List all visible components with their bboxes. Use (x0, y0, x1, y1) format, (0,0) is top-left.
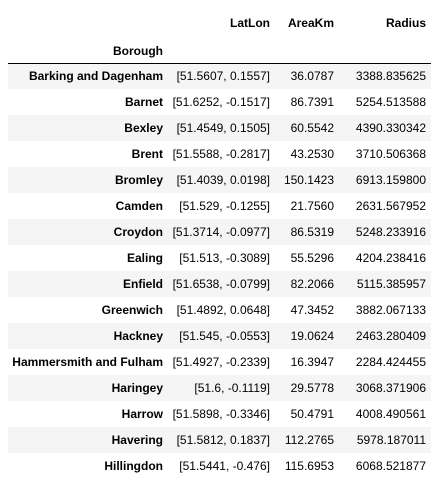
cell-areakm: 55.5296 (290, 251, 334, 265)
cell-radius: 2284.424455 (355, 355, 426, 369)
cell-areakm: 50.4791 (290, 407, 334, 421)
cell-latlon: [51.3714, -0.0977] (172, 225, 270, 239)
cell-radius: 3388.835625 (355, 69, 426, 84)
index-header-blank (168, 39, 275, 64)
cell-radius: 4008.490561 (355, 407, 426, 421)
cell-latlon: [51.4927, -0.2339] (172, 355, 270, 369)
row-index-borough: Camden (115, 199, 163, 213)
row-index-borough: Harrow (121, 407, 163, 421)
index-header-blank (339, 39, 431, 64)
cell-radius: 3068.371906 (355, 381, 426, 395)
cell-radius: 4204.238416 (355, 251, 426, 265)
cell-latlon: [51.5441, -0.476] (179, 459, 270, 473)
table-row: Harrow [51.5898, -0.3346] 50.4791 4008.4905… (8, 401, 431, 427)
cell-areakm: 16.3947 (290, 355, 334, 369)
cell-radius: 2631.567952 (355, 199, 426, 213)
cell-latlon: [51.545, -0.0553] (179, 329, 270, 343)
index-header-row: Borough (8, 39, 431, 64)
cell-radius: 5978.187011 (356, 433, 426, 447)
row-index-borough: Ealing (126, 251, 163, 265)
row-index-borough: Hillingdon (104, 459, 163, 473)
cell-latlon: [51.6, -0.1119] (194, 381, 270, 395)
cell-areakm: 29.5778 (290, 381, 334, 395)
table-row: Barking and Dagenham [51.5607, 0.1557] 36.… (8, 63, 431, 89)
cell-latlon: [51.4892, 0.0648] (176, 303, 270, 317)
table-row: Hackney [51.545, -0.0553] 19.0624 2463.2804… (8, 323, 431, 349)
table-row: Havering [51.5812, 0.1837] 112.2765 5978.18… (8, 427, 431, 453)
cell-latlon: [51.4549, 0.1505] (176, 121, 270, 135)
cell-radius: 2463.280409 (355, 329, 426, 343)
column-header-latlon: LatLon (230, 16, 270, 30)
row-index-borough: Hackney (113, 329, 163, 343)
table-row: Hillingdon [51.5441, -0.476] 115.6953 6068.… (8, 453, 431, 479)
row-index-borough: Greenwich (101, 303, 163, 317)
column-header-areakm: AreaKm (287, 16, 334, 30)
cell-areakm: 19.0624 (290, 329, 334, 343)
cell-latlon: [51.513, -0.3089] (179, 251, 270, 265)
row-index-borough: Bexley (124, 121, 163, 135)
cell-latlon: [51.5588, -0.2817] (172, 147, 270, 161)
table-row: Hammersmith and Fulham [51.4927, -0.2339]… (8, 349, 431, 375)
cell-latlon: [51.529, -0.1255] (179, 199, 270, 213)
cell-radius: 3882.067133 (355, 303, 426, 317)
column-header-radius: Radius (385, 16, 426, 30)
cell-areakm: 150.1423 (283, 173, 334, 187)
row-index-borough: Haringey (111, 381, 163, 395)
index-name: Borough (8, 39, 168, 64)
cell-areakm: 21.7560 (290, 199, 334, 213)
table-row: Camden [51.529, -0.1255] 21.7560 2631.56795… (8, 193, 431, 219)
cell-areakm: 112.2765 (284, 433, 334, 447)
cell-latlon: [51.5812, 0.1837] (176, 433, 270, 447)
table-row: Croydon [51.3714, -0.0977] 86.5319 5248.233… (8, 219, 431, 245)
cell-radius: 4390.330342 (355, 121, 426, 135)
cell-radius: 3710.506368 (355, 147, 426, 161)
table-row: Bromley [51.4039, 0.0198] 150.1423 6913.159… (8, 167, 431, 193)
cell-latlon: [51.6252, -0.1517] (172, 95, 270, 109)
cell-radius: 5248.233916 (355, 225, 426, 239)
cell-radius: 5254.513588 (355, 95, 426, 109)
cell-radius: 6068.521877 (355, 459, 426, 473)
cell-radius: 5115.385957 (356, 277, 426, 291)
row-index-borough: Havering (111, 433, 163, 447)
cell-areakm: 60.5542 (290, 121, 334, 135)
cell-areakm: 115.6953 (284, 459, 334, 473)
row-index-borough: Brent (131, 147, 163, 161)
cell-areakm: 36.0787 (290, 69, 334, 84)
table-row: Ealing [51.513, -0.3089] 55.5296 4204.23841… (8, 245, 431, 271)
cell-areakm: 86.7391 (290, 95, 334, 109)
cell-areakm: 86.5319 (290, 225, 334, 239)
table-row: Enfield [51.6538, -0.0799] 82.2066 5115.385… (8, 271, 431, 297)
cell-areakm: 82.2066 (290, 277, 334, 291)
row-index-borough: Enfield (122, 277, 163, 291)
table-row: Greenwich [51.4892, 0.0648] 47.3452 3882.06… (8, 297, 431, 323)
index-header-blank (275, 39, 339, 64)
cell-areakm: 43.2530 (290, 147, 334, 161)
dataframe-table: LatLon AreaKm Radius Borough Barking and… (8, 7, 431, 479)
table-body: Barking and Dagenham [51.5607, 0.1557] 36.… (8, 63, 431, 479)
row-index-borough: Barking and Dagenham (28, 69, 163, 84)
cell-latlon: [51.6538, -0.0799] (172, 277, 270, 291)
cell-latlon: [51.4039, 0.0198] (176, 173, 270, 187)
table-row: Bexley [51.4549, 0.1505] 60.5542 4390.33034… (8, 115, 431, 141)
table-row: Barnet [51.6252, -0.1517] 86.7391 5254.5135… (8, 89, 431, 115)
column-header-blank (8, 7, 168, 39)
table-row: Brent [51.5588, -0.2817] 43.2530 3710.50636… (8, 141, 431, 167)
cell-latlon: [51.5607, 0.1557] (176, 69, 270, 84)
column-header-row: LatLon AreaKm Radius (8, 7, 431, 39)
row-index-borough: Hammersmith and Fulham (12, 355, 163, 369)
row-index-borough: Barnet (124, 95, 163, 109)
cell-areakm: 47.3452 (290, 303, 334, 317)
table-row: Haringey [51.6, -0.1119] 29.5778 3068.37190… (8, 375, 431, 401)
cell-latlon: [51.5898, -0.3346] (172, 407, 270, 421)
row-index-borough: Bromley (114, 173, 163, 187)
row-index-borough: Croydon (113, 225, 163, 239)
cell-radius: 6913.159800 (355, 173, 426, 187)
